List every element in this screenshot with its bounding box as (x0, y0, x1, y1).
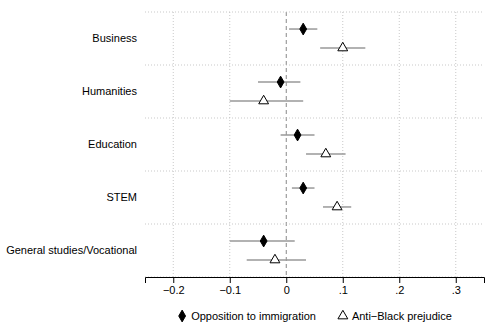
band-separator (145, 12, 484, 13)
tick-mark (399, 277, 400, 283)
y-tick: Education (88, 138, 145, 150)
grid-line (455, 12, 456, 277)
legend: Opposition to immigration Anti−Black prej… (179, 310, 452, 322)
chart: −0.2 −0.1 0 .1 .2 .3 Business Humanities Educati… (0, 0, 500, 329)
point (294, 129, 301, 141)
point (338, 42, 348, 51)
grid-line (342, 12, 343, 277)
point (332, 201, 342, 210)
tick-label: General studies/Vocational (6, 244, 137, 256)
point (270, 254, 280, 263)
tick-label: .3 (452, 284, 461, 296)
tick-mark (173, 277, 174, 283)
band-separator (145, 171, 484, 172)
band-separator (145, 118, 484, 119)
grid-line (229, 12, 230, 277)
point (321, 148, 331, 157)
point (260, 235, 267, 247)
reference-line (286, 12, 287, 277)
x-tick: −0.1 (219, 277, 241, 296)
grid-line (399, 12, 400, 277)
point (300, 182, 307, 194)
y-tick: Business (92, 32, 145, 44)
legend-item: Opposition to immigration (179, 310, 316, 322)
tick-label: −0.1 (219, 284, 241, 296)
legend-label: Anti−Black prejudice (352, 310, 452, 322)
tick-label: STEM (106, 191, 137, 203)
point (259, 95, 269, 104)
tick-label: 0 (284, 284, 290, 296)
legend-item: Anti−Black prejudice (338, 310, 452, 322)
tick-mark (343, 277, 344, 283)
axis-line (146, 278, 485, 284)
legend-symbol (179, 310, 186, 322)
band-separator (145, 65, 484, 66)
tick-label: Humanities (82, 85, 138, 97)
point (277, 76, 284, 88)
tick-label: .1 (339, 284, 348, 296)
tick-mark (230, 277, 231, 283)
tick-mark (456, 277, 457, 283)
grid-line (173, 12, 174, 277)
tick-mark (286, 277, 287, 283)
grid (145, 12, 484, 277)
y-tick: STEM (106, 191, 145, 203)
x-tick: .3 (452, 277, 461, 296)
y-axis: Business Humanities Education STEM General s… (6, 32, 145, 256)
y-tick: General studies/Vocational (6, 244, 145, 256)
tick-label: .2 (395, 284, 404, 296)
series (230, 42, 366, 263)
x-axis: −0.2 −0.1 0 .1 .2 .3 (146, 277, 485, 296)
band-separator (145, 224, 484, 225)
tick-label: Education (88, 138, 137, 150)
x-tick: 0 (284, 277, 290, 296)
point (300, 23, 307, 35)
tick-label: Business (92, 32, 137, 44)
y-tick: Humanities (82, 85, 145, 97)
legend-label: Opposition to immigration (191, 310, 316, 322)
series (230, 23, 318, 247)
x-tick: −0.2 (163, 277, 185, 296)
x-tick: .1 (339, 277, 348, 296)
x-tick: .2 (395, 277, 404, 296)
marks (230, 23, 366, 263)
legend-symbol (338, 310, 348, 319)
tick-label: −0.2 (163, 284, 185, 296)
